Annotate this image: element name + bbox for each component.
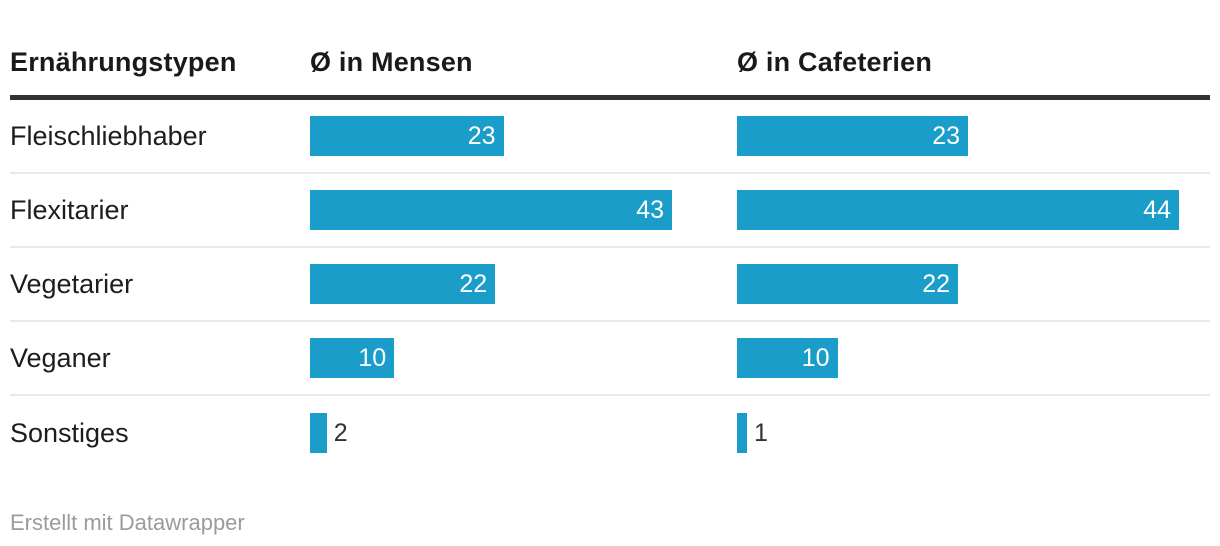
bar: 22	[310, 264, 496, 304]
bar-track: 22	[737, 264, 1179, 304]
bar-cell: 23	[310, 116, 737, 156]
bar-value-label: 22	[459, 269, 488, 298]
bar-value-label: 44	[1143, 195, 1171, 224]
bar	[310, 413, 327, 453]
table-row: Vegetarier 22 22	[10, 248, 1210, 322]
bar-value-label: 23	[467, 121, 496, 150]
attribution-text: Erstellt mit Datawrapper	[10, 510, 245, 535]
bar-value-label: 22	[922, 269, 950, 298]
bar-cell: 22	[737, 264, 1210, 304]
table-body: Fleischliebhaber 23 23 Flexitarier 43 44 Veget…	[10, 100, 1210, 470]
bar-track: 10	[737, 338, 1179, 378]
bar-value-label: 1	[754, 418, 768, 447]
column-header-cafeterien: Ø in Cafeterien	[737, 47, 933, 77]
bar-cell: 43	[310, 190, 737, 230]
table-row: Flexitarier 43 44	[10, 174, 1210, 248]
bar-value-label: 23	[932, 121, 960, 150]
bar: 44	[737, 190, 1179, 230]
column-header-categories: Ernährungstypen	[10, 47, 237, 77]
column-header-mensen: Ø in Mensen	[310, 47, 473, 77]
bar-track: 44	[737, 190, 1179, 230]
bar-track: 10	[310, 338, 672, 378]
bar: 10	[737, 338, 838, 378]
bar-value-label: 2	[333, 418, 348, 447]
bar: 22	[737, 264, 958, 304]
bar-value-label: 10	[801, 343, 830, 372]
bar-cell: 10	[310, 338, 737, 378]
bar: 23	[737, 116, 968, 156]
bar-value-label: 43	[636, 195, 664, 224]
bar: 23	[310, 116, 504, 156]
row-label: Flexitarier	[10, 194, 129, 225]
bar-track: 43	[310, 190, 672, 230]
row-label: Sonstiges	[10, 417, 129, 448]
bar-track: 23	[737, 116, 1179, 156]
row-label: Veganer	[10, 342, 111, 373]
bar: 43	[310, 190, 672, 230]
bar-track: 22	[310, 264, 672, 304]
bar	[737, 413, 747, 453]
bar-cell: 23	[737, 116, 1210, 156]
bar-cell: 10	[737, 338, 1210, 378]
bar-cell: 44	[737, 190, 1210, 230]
bar-value-label: 10	[358, 343, 387, 372]
bar-track: 1	[737, 413, 1179, 453]
row-label: Fleischliebhaber	[10, 120, 207, 151]
table-row: Sonstiges 2 1	[10, 396, 1210, 470]
bar: 10	[310, 338, 395, 378]
bar-cell: 22	[310, 264, 737, 304]
bar-cell: 1	[737, 413, 1210, 453]
table-row: Fleischliebhaber 23 23	[10, 100, 1210, 174]
row-label: Vegetarier	[10, 268, 134, 299]
bar-track: 2	[310, 413, 672, 453]
bar-track: 23	[310, 116, 672, 156]
header-rule	[10, 95, 1210, 100]
bar-cell: 2	[310, 413, 737, 453]
table-row: Veganer 10 10	[10, 322, 1210, 396]
table-header: Ernährungstypen Ø in Mensen Ø in Cafeter…	[10, 0, 1210, 79]
